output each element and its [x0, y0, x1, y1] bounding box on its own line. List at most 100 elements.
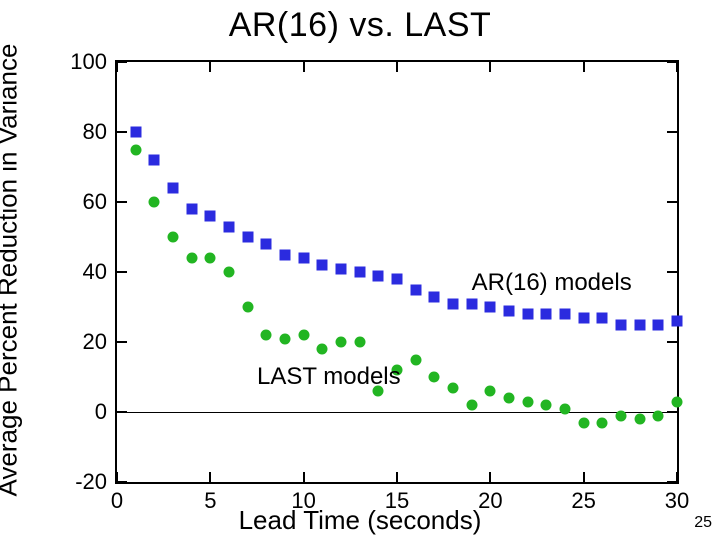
y-tick-label: 100 — [70, 49, 107, 75]
data-point — [429, 291, 440, 302]
data-point — [597, 312, 608, 323]
y-tick — [117, 131, 127, 133]
data-point — [410, 354, 421, 365]
data-point — [485, 386, 496, 397]
data-point — [336, 263, 347, 274]
data-point — [149, 155, 160, 166]
page-number: 25 — [694, 514, 712, 532]
data-point — [597, 417, 608, 428]
data-point — [653, 410, 664, 421]
data-point — [672, 316, 683, 327]
data-point — [541, 400, 552, 411]
data-point — [242, 302, 253, 313]
x-tick — [303, 62, 305, 72]
data-point — [522, 309, 533, 320]
series-annotation: LAST models — [257, 363, 401, 391]
y-tick — [667, 271, 677, 273]
data-point — [504, 393, 515, 404]
data-point — [205, 253, 216, 264]
data-point — [336, 337, 347, 348]
x-tick — [489, 62, 491, 72]
x-tick — [209, 472, 211, 482]
data-point — [634, 414, 645, 425]
y-tick-label: -20 — [75, 469, 107, 495]
data-point — [672, 396, 683, 407]
data-point — [560, 309, 571, 320]
data-point — [224, 267, 235, 278]
y-tick-label: 60 — [83, 189, 107, 215]
chart-title: AR(16) vs. LAST — [0, 6, 720, 45]
data-point — [373, 270, 384, 281]
data-point — [578, 417, 589, 428]
x-tick-label: 10 — [291, 488, 315, 514]
y-tick-label: 0 — [95, 399, 107, 425]
data-point — [261, 330, 272, 341]
data-point — [448, 298, 459, 309]
data-point — [186, 253, 197, 264]
data-point — [205, 211, 216, 222]
data-point — [242, 232, 253, 243]
y-tick — [117, 271, 127, 273]
data-point — [560, 403, 571, 414]
x-tick — [396, 472, 398, 482]
y-tick — [667, 341, 677, 343]
x-tick-label: 15 — [385, 488, 409, 514]
data-point — [130, 127, 141, 138]
data-point — [261, 239, 272, 250]
x-tick — [583, 472, 585, 482]
data-point — [504, 305, 515, 316]
x-tick — [676, 472, 678, 482]
y-tick — [667, 201, 677, 203]
data-point — [354, 267, 365, 278]
plot-area: -20020406080100051015202530AR(16) models… — [115, 60, 679, 484]
y-tick — [667, 411, 677, 413]
data-point — [130, 144, 141, 155]
data-point — [485, 302, 496, 313]
data-point — [317, 344, 328, 355]
y-axis-label: Average Percent Reduction in Variance — [0, 44, 24, 497]
y-tick-label: 40 — [83, 259, 107, 285]
x-tick — [396, 62, 398, 72]
data-point — [149, 197, 160, 208]
x-tick — [303, 472, 305, 482]
data-point — [616, 319, 627, 330]
data-point — [653, 319, 664, 330]
y-tick-label: 20 — [83, 329, 107, 355]
data-point — [298, 253, 309, 264]
data-point — [466, 298, 477, 309]
data-point — [466, 400, 477, 411]
y-tick — [117, 411, 127, 413]
data-point — [280, 249, 291, 260]
y-tick — [667, 131, 677, 133]
data-point — [578, 312, 589, 323]
data-point — [186, 204, 197, 215]
data-point — [410, 284, 421, 295]
data-point — [298, 330, 309, 341]
x-tick-label: 25 — [571, 488, 595, 514]
series-annotation: AR(16) models — [472, 269, 632, 297]
slide: AR(16) vs. LAST Average Percent Reductio… — [0, 0, 720, 540]
x-axis-label: Lead Time (seconds) — [0, 505, 720, 536]
x-tick-label: 30 — [665, 488, 689, 514]
data-point — [448, 382, 459, 393]
data-point — [354, 337, 365, 348]
y-tick — [117, 201, 127, 203]
data-point — [429, 372, 440, 383]
x-tick-label: 5 — [204, 488, 216, 514]
y-tick — [117, 481, 127, 483]
x-tick — [676, 62, 678, 72]
y-tick — [117, 341, 127, 343]
x-tick — [116, 472, 118, 482]
x-tick — [583, 62, 585, 72]
data-point — [317, 260, 328, 271]
data-point — [168, 232, 179, 243]
x-tick — [489, 472, 491, 482]
data-point — [522, 396, 533, 407]
x-tick-label: 20 — [478, 488, 502, 514]
x-tick-label: 0 — [111, 488, 123, 514]
data-point — [280, 333, 291, 344]
data-point — [634, 319, 645, 330]
data-point — [541, 309, 552, 320]
data-point — [168, 183, 179, 194]
zero-reference-line — [117, 412, 677, 413]
